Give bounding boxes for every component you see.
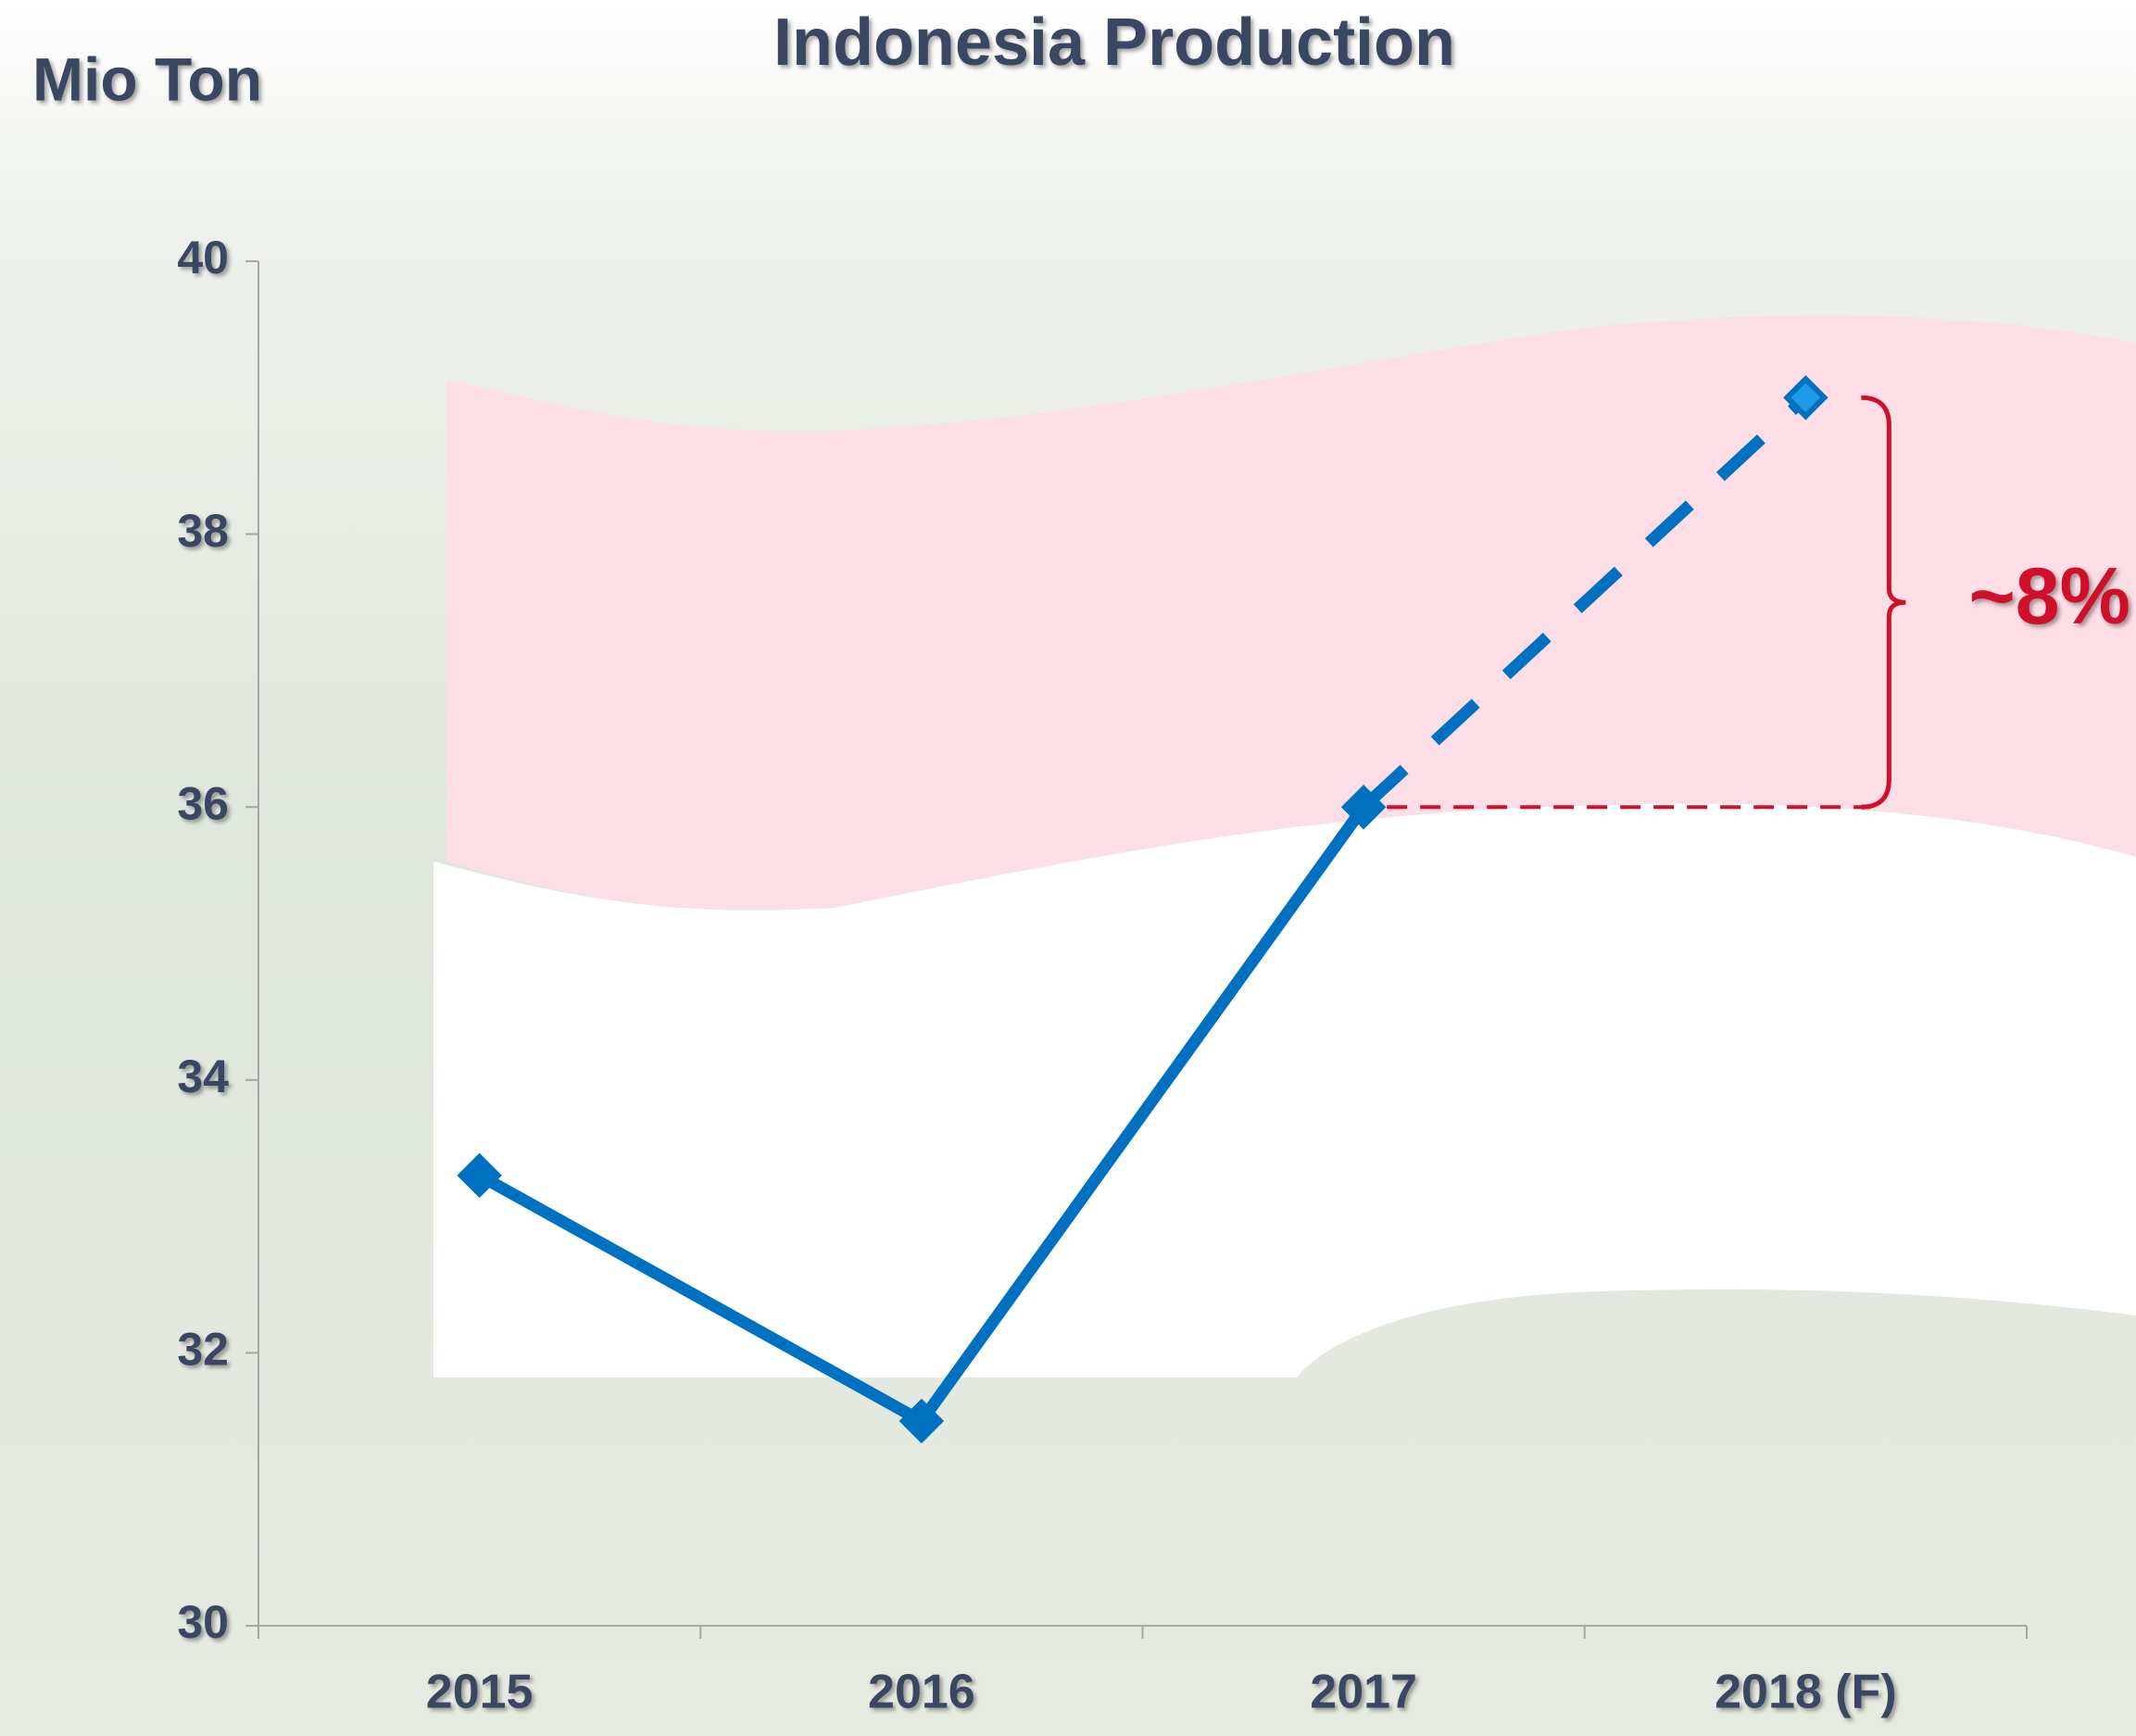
x-tick-label: 2018 (F) — [1715, 1666, 1897, 1719]
x-tick-label: 2016 — [868, 1666, 975, 1719]
annotation-text: ~8% — [1968, 552, 2130, 641]
marker — [1783, 375, 1828, 421]
chart-title: Indonesia Production — [773, 6, 1455, 80]
y-tick-label: 40 — [177, 232, 229, 283]
marker — [1340, 784, 1387, 830]
x-tick-label: 2017 — [1310, 1666, 1417, 1719]
flag-red — [446, 315, 2136, 911]
flag-white — [433, 803, 2136, 1377]
y-tick-label: 34 — [177, 1050, 229, 1102]
y-tick-label: 30 — [177, 1596, 229, 1648]
y-tick-label: 38 — [177, 505, 229, 557]
line — [1359, 393, 1810, 811]
y-axis-label: Mio Ton — [32, 44, 262, 113]
marker — [457, 1152, 502, 1199]
x-tick-label: 2015 — [426, 1666, 534, 1719]
y-tick-label: 32 — [177, 1324, 229, 1376]
marker — [898, 1398, 945, 1444]
y-tick-label: 36 — [177, 777, 229, 829]
